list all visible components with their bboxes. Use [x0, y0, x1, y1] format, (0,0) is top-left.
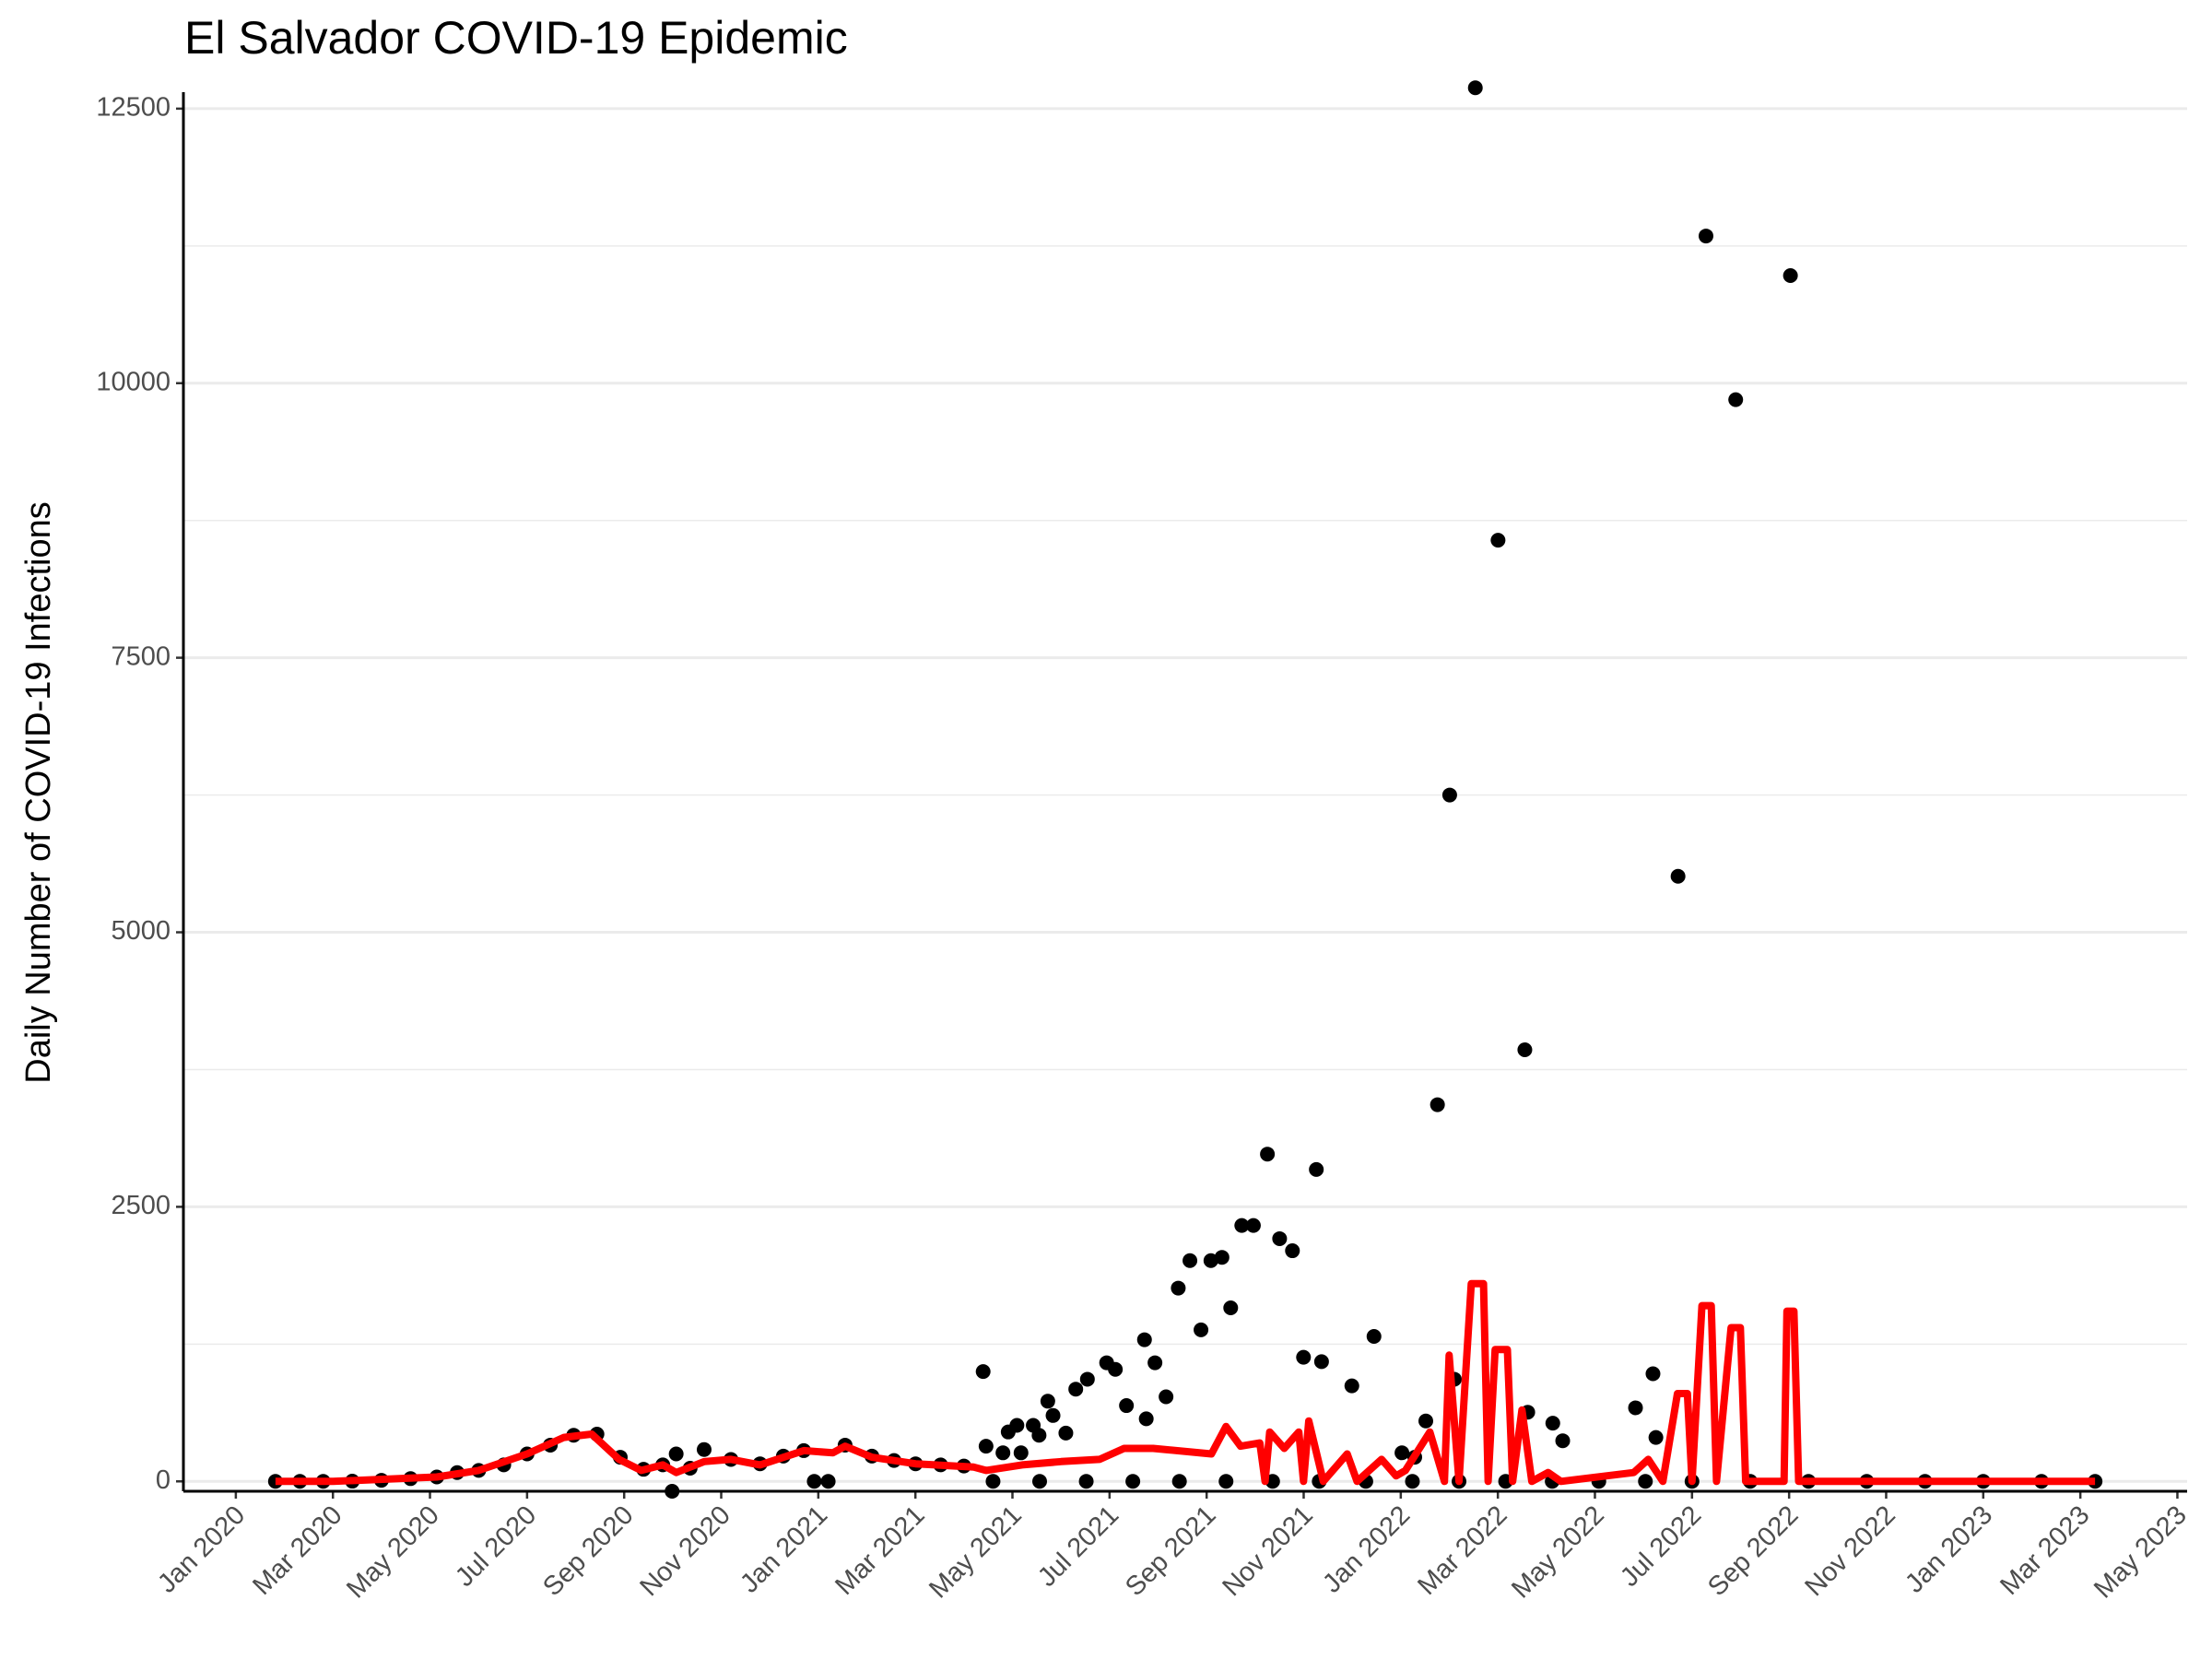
x-tick-label: Mar 2021: [830, 1500, 930, 1601]
data-point: [1223, 1300, 1239, 1316]
data-point: [978, 1439, 994, 1454]
data-point: [1032, 1474, 1048, 1489]
data-point: [1670, 868, 1686, 884]
data-point: [1555, 1433, 1571, 1449]
data-point: [1698, 229, 1713, 244]
data-point: [1296, 1349, 1312, 1365]
x-tick-label: Nov 2020: [634, 1500, 735, 1602]
data-point: [1638, 1474, 1653, 1489]
x-tick-label: May 2020: [341, 1500, 445, 1605]
x-tick-label: Mar 2020: [247, 1500, 347, 1601]
x-tick-label: May 2021: [924, 1500, 1028, 1605]
data-point: [1234, 1218, 1250, 1233]
data-point: [1430, 1097, 1445, 1112]
x-tick-label: Jan 2022: [1317, 1500, 1416, 1599]
x-tick-label: May 2022: [1506, 1500, 1610, 1605]
x-tick-label: Nov 2022: [1799, 1500, 1900, 1602]
x-tick-label: Jul 2022: [1615, 1500, 1707, 1593]
data-point: [696, 1441, 712, 1457]
data-point: [1245, 1218, 1261, 1233]
data-point: [1125, 1474, 1141, 1489]
data-point: [975, 1364, 991, 1380]
series-line: [275, 1279, 2096, 1486]
data-point: [1079, 1371, 1095, 1387]
data-point: [1645, 1366, 1661, 1382]
data-point: [1031, 1428, 1047, 1443]
data-point: [1045, 1407, 1061, 1423]
x-tick-label: May 2023: [2088, 1500, 2193, 1605]
data-point: [1040, 1394, 1055, 1409]
grid: [183, 107, 2187, 1483]
y-tick-label: 10000: [96, 367, 171, 396]
data-point: [1171, 1280, 1186, 1296]
data-point: [1628, 1400, 1643, 1416]
y-tick-label: 2500: [111, 1191, 171, 1220]
data-point: [1171, 1474, 1187, 1489]
data-point: [1309, 1161, 1324, 1177]
plot-marks: [267, 80, 2103, 1499]
data-point: [1119, 1398, 1135, 1414]
data-point: [1182, 1253, 1198, 1268]
data-point: [1068, 1382, 1084, 1397]
data-point: [1344, 1378, 1359, 1394]
x-tick-label: Jan 2023: [1900, 1500, 1998, 1599]
data-point: [1405, 1474, 1420, 1489]
x-tick-label: Jul 2020: [450, 1500, 542, 1593]
data-point: [1147, 1355, 1163, 1371]
y-tick-label: 7500: [111, 641, 171, 671]
x-tick-label: Mar 2023: [1994, 1500, 2095, 1601]
data-point: [1728, 392, 1744, 407]
data-point: [806, 1474, 822, 1489]
y-axis-label: Daily Number of COVID-19 Infections: [19, 501, 58, 1083]
data-point: [1194, 1322, 1209, 1337]
data-point: [1418, 1413, 1434, 1429]
data-point: [1272, 1230, 1288, 1246]
data-point: [820, 1474, 836, 1489]
data-point: [668, 1446, 684, 1462]
data-point: [995, 1445, 1011, 1461]
data-point: [1313, 1354, 1329, 1370]
x-tick-label: Jul 2021: [1032, 1500, 1124, 1593]
x-tick-label: Sep 2022: [1702, 1500, 1804, 1602]
data-point: [1108, 1361, 1124, 1377]
data-point: [1000, 1424, 1016, 1440]
x-tick-label: Sep 2020: [537, 1500, 639, 1602]
data-point: [1517, 1042, 1533, 1058]
y-tick-label: 0: [156, 1465, 171, 1495]
data-point: [1218, 1474, 1234, 1489]
y-tick-label: 12500: [96, 93, 171, 123]
data-point: [1490, 533, 1506, 548]
data-point: [1138, 1411, 1154, 1427]
data-point: [1078, 1474, 1094, 1489]
data-point: [985, 1474, 1001, 1489]
data-point: [1013, 1445, 1029, 1461]
data-point: [1159, 1389, 1174, 1405]
data-point: [1545, 1416, 1560, 1431]
data-point: [1203, 1253, 1218, 1268]
x-tick-label: Mar 2022: [1412, 1500, 1512, 1601]
data-point: [1366, 1328, 1382, 1344]
x-tick-label: Nov 2021: [1217, 1500, 1318, 1602]
data-point: [1783, 267, 1798, 283]
chart-title: El Salvador COVID-19 Epidemic: [184, 12, 848, 64]
data-point: [1648, 1430, 1664, 1445]
data-point: [1441, 787, 1457, 803]
data-point: [1467, 80, 1483, 96]
data-point: [1136, 1332, 1152, 1347]
data-point: [1285, 1243, 1300, 1259]
x-tick-label: Jan 2020: [152, 1500, 251, 1599]
data-point: [1394, 1445, 1410, 1461]
y-tick-label: 5000: [111, 916, 171, 946]
data-point: [1214, 1250, 1230, 1265]
x-tick-label: Sep 2021: [1120, 1500, 1221, 1602]
data-point: [1058, 1425, 1074, 1441]
x-tick-label: Jan 2021: [735, 1500, 833, 1599]
data-point: [1260, 1147, 1276, 1162]
